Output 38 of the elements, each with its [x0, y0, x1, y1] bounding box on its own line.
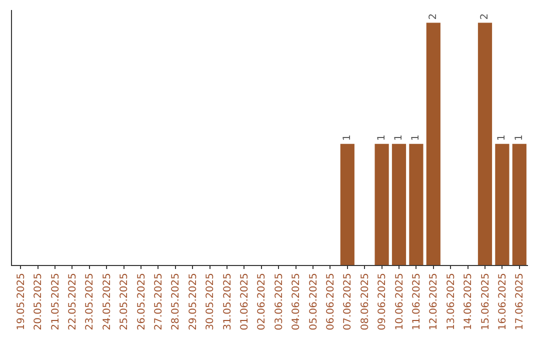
x-tick-label: 21.05.2025	[50, 273, 62, 330]
data-label: 1	[410, 134, 422, 141]
x-tick-label: 15.06.2025	[480, 273, 492, 330]
x-tick-label: 11.06.2025	[411, 273, 422, 330]
x-tick-label: 19.05.2025	[16, 273, 27, 330]
x-tick-label: 14.06.2025	[463, 273, 474, 330]
x-tick-label: 17.06.2025	[514, 273, 526, 330]
data-label: 1	[496, 134, 508, 141]
data-label: 2	[480, 13, 490, 20]
x-tick-label: 10.06.2025	[394, 273, 406, 330]
x-tick-label: 09.06.2025	[377, 273, 388, 330]
x-tick-label: 28.05.2025	[170, 273, 182, 330]
x-tick-label: 01.06.2025	[239, 273, 250, 330]
data-label: 1	[514, 134, 525, 141]
x-tick-label: 02.06.2025	[256, 273, 268, 330]
data-label: 2	[428, 13, 439, 20]
x-tick-label: 06.06.2025	[325, 273, 336, 330]
x-tick-label: 26.05.2025	[136, 273, 148, 330]
data-label: 1	[376, 134, 388, 141]
x-tick-label: 08.06.2025	[360, 273, 371, 330]
x-tick-label: 13.06.2025	[446, 273, 457, 330]
x-tick-label: 07.06.2025	[342, 273, 354, 330]
x-tick-label: 29.05.2025	[188, 273, 199, 330]
x-tick-label: 03.06.2025	[274, 273, 285, 330]
data-label: 1	[342, 134, 353, 141]
x-tick-label: 31.05.2025	[222, 273, 234, 330]
x-tick-label: 24.05.2025	[102, 273, 113, 330]
x-tick-label: 25.05.2025	[119, 273, 130, 330]
x-tick-label: 16.06.2025	[497, 273, 508, 330]
x-tick-label: 04.06.2025	[291, 273, 302, 330]
x-tick-label: 12.06.2025	[428, 273, 440, 330]
x-tick-label: 22.05.2025	[67, 273, 78, 330]
data-label: 1	[394, 134, 404, 141]
x-tick-label: 23.05.2025	[84, 273, 96, 330]
x-tick-label: 05.06.2025	[308, 273, 320, 330]
x-tick-label: 20.05.2025	[33, 273, 44, 330]
x-tick-label: 30.05.2025	[205, 273, 216, 330]
x-tick-label: 27.05.2025	[153, 273, 164, 330]
